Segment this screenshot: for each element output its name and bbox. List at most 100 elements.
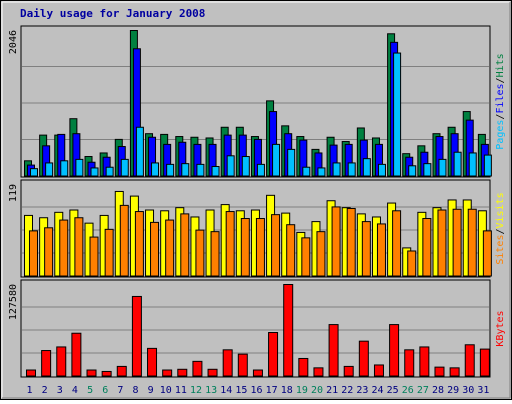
bar-sites-day-20 [316, 231, 326, 277]
legend-entry: / [495, 228, 506, 234]
bar-kbytes-day-17 [268, 332, 279, 377]
bar-sites-day-24 [376, 223, 386, 277]
bar-sites-day-27 [422, 218, 432, 277]
bar-pages-day-13 [211, 166, 220, 177]
x-tick-label-day-23: 23 [356, 385, 368, 396]
bar-pages-day-15 [241, 156, 250, 177]
bar-kbytes-day-3 [56, 346, 67, 377]
bar-sites-day-12 [195, 229, 205, 277]
x-tick-label-day-25: 25 [387, 385, 399, 396]
bar-sites-day-4 [74, 217, 84, 277]
bar-sites-day-1 [29, 230, 38, 277]
bar-sites-day-6 [104, 228, 114, 277]
x-tick-label-day-24: 24 [372, 385, 384, 396]
bar-sites-day-21 [331, 206, 341, 277]
x-tick-label-day-13: 13 [205, 385, 217, 396]
x-tick-label-day-27: 27 [417, 385, 429, 396]
bar-kbytes-day-19 [298, 357, 309, 377]
bar-sites-day-18 [286, 224, 296, 277]
bar-sites-day-5 [89, 236, 99, 277]
bar-pages-day-23 [362, 158, 371, 177]
bar-pages-day-12 [196, 163, 205, 177]
bar-pages-day-29 [453, 151, 462, 177]
x-tick-label-day-20: 20 [311, 385, 323, 396]
legend-hits: Pages/Files/Hits [495, 53, 506, 149]
bar-sites-day-11 [180, 213, 190, 277]
bar-sites-day-15 [240, 218, 250, 277]
legend-entry: KBytes [495, 310, 506, 346]
x-tick-label-day-5: 5 [87, 385, 93, 396]
x-tick-label-day-29: 29 [447, 385, 459, 396]
panel-hits: 2046 Pages/Files/Hits [8, 25, 506, 178]
bar-sites-day-14 [225, 211, 235, 277]
panel-visits: 119 Sites/Visits [8, 179, 506, 278]
x-tick-label-day-2: 2 [42, 385, 48, 396]
bar-sites-day-9 [150, 221, 160, 277]
bar-pages-day-21 [332, 162, 341, 177]
bar-kbytes-day-13 [207, 368, 218, 377]
bar-pages-day-31 [483, 154, 492, 177]
bar-pages-day-27 [423, 163, 432, 177]
bar-pages-day-10 [166, 163, 175, 177]
bar-pages-day-24 [377, 163, 386, 177]
bar-sites-day-10 [165, 219, 175, 277]
bar-pages-day-4 [75, 158, 84, 177]
bar-kbytes-day-9 [147, 347, 158, 377]
x-tick-label-day-30: 30 [462, 385, 474, 396]
legend-entry: / [495, 77, 506, 83]
bar-sites-day-28 [437, 209, 447, 277]
bar-pages-day-26 [408, 165, 417, 177]
bar-kbytes-day-31 [479, 348, 490, 377]
x-tick-label-day-28: 28 [432, 385, 444, 396]
bar-sites-day-2 [44, 227, 54, 277]
bar-pages-day-7 [120, 158, 129, 177]
bar-pages-day-5 [90, 167, 99, 177]
bar-pages-day-20 [317, 167, 326, 177]
bar-sites-day-17 [271, 214, 281, 277]
legend-entry: Files [495, 83, 506, 113]
x-tick-label-day-11: 11 [175, 385, 187, 396]
bar-kbytes-day-11 [177, 368, 188, 377]
y-max-label: 119 [8, 184, 19, 202]
bar-pages-day-28 [438, 158, 447, 177]
bar-kbytes-day-22 [343, 365, 354, 377]
bar-kbytes-day-1 [26, 369, 36, 377]
bar-kbytes-day-27 [419, 346, 430, 377]
x-tick-label-day-26: 26 [402, 385, 414, 396]
bar-kbytes-day-29 [449, 367, 460, 377]
bar-kbytes-day-10 [162, 369, 173, 377]
bar-pages-day-14 [226, 155, 235, 177]
bar-sites-day-7 [119, 204, 129, 277]
bar-kbytes-day-7 [116, 365, 127, 377]
legend-entry: / [495, 114, 506, 120]
x-tick-label-day-18: 18 [281, 385, 293, 396]
bar-kbytes-day-6 [101, 370, 112, 377]
bar-kbytes-day-12 [192, 360, 203, 377]
bar-sites-day-19 [301, 237, 311, 277]
x-tick-label-day-31: 31 [477, 385, 489, 396]
bar-sites-day-23 [361, 221, 371, 277]
chart-title: Daily usage for January 2008 [20, 7, 205, 20]
bar-kbytes-day-24 [373, 364, 384, 377]
bar-pages-day-18 [287, 148, 296, 177]
x-tick-label-day-9: 9 [148, 385, 154, 396]
bar-pages-day-11 [181, 163, 190, 177]
x-tick-label-day-12: 12 [190, 385, 202, 396]
bar-kbytes-day-23 [358, 340, 369, 377]
bar-sites-day-3 [59, 219, 69, 277]
bar-pages-day-16 [256, 163, 265, 177]
bar-kbytes-day-5 [86, 369, 97, 377]
bar-sites-day-22 [346, 207, 356, 277]
bar-kbytes-day-4 [71, 332, 82, 377]
bar-kbytes-day-21 [328, 324, 339, 377]
y-max-label: 2046 [8, 30, 19, 54]
x-tick-label-day-21: 21 [326, 385, 338, 396]
legend-entry: Pages [495, 120, 506, 150]
bar-sites-day-26 [407, 250, 417, 277]
x-tick-label-day-22: 22 [341, 385, 353, 396]
bar-kbytes-day-26 [404, 349, 415, 377]
y-max-label: 127580 [8, 284, 19, 320]
bar-sites-day-16 [255, 218, 265, 277]
x-tick-label-day-16: 16 [250, 385, 262, 396]
